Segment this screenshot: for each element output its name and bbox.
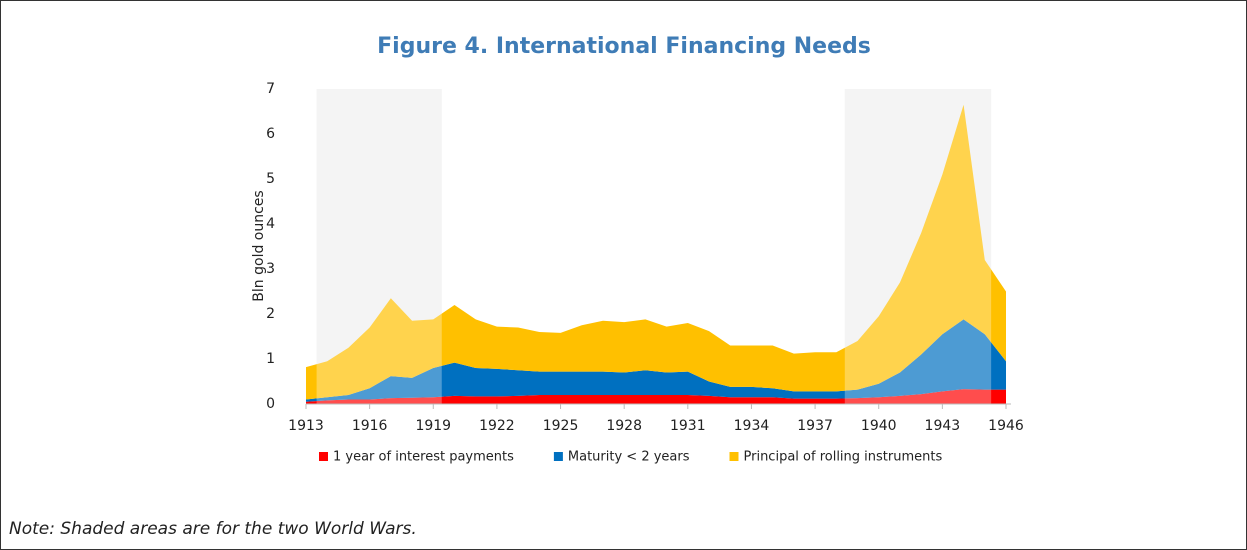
x-tick-label: 1922 xyxy=(479,418,515,434)
y-axis-label: Bln gold ounces xyxy=(251,190,267,301)
shaded-overlay xyxy=(316,89,442,404)
y-tick-label: 6 xyxy=(266,126,275,142)
legend-label: Principal of rolling instruments xyxy=(744,450,943,465)
x-tick-label: 1916 xyxy=(352,418,388,434)
x-tick-label: 1919 xyxy=(415,418,451,434)
legend-swatch xyxy=(553,452,563,461)
x-tick-label: 1925 xyxy=(543,418,579,434)
area xyxy=(306,319,1006,402)
y-tick-label: 2 xyxy=(266,306,275,322)
legend-label: Maturity < 2 years xyxy=(568,450,690,465)
x-tick-label: 1928 xyxy=(606,418,642,434)
x-tick-label: 1940 xyxy=(861,418,897,434)
legend-swatch xyxy=(319,452,328,461)
x-tick-label: 1943 xyxy=(925,418,961,434)
area xyxy=(306,389,1006,404)
shaded-overlay xyxy=(844,89,992,404)
legend-swatch xyxy=(729,452,739,461)
chart-title: Figure 4. International Financing Needs xyxy=(377,34,871,59)
legend-label: 1 year of interest payments xyxy=(333,450,514,465)
y-tick-label: 7 xyxy=(266,81,275,97)
y-tick-label: 0 xyxy=(266,396,275,412)
x-tick-label: 1934 xyxy=(734,418,770,434)
x-tick-label: 1937 xyxy=(797,418,833,434)
y-tick-label: 5 xyxy=(266,171,275,187)
y-tick-label: 1 xyxy=(266,351,275,367)
note: Note: Shaded areas are for the two World… xyxy=(9,519,417,539)
x-tick-label: 1913 xyxy=(288,418,324,434)
area xyxy=(306,104,1006,400)
y-tick-label: 4 xyxy=(266,216,275,232)
y-tick-label: 3 xyxy=(266,261,275,277)
x-tick-label: 1931 xyxy=(670,418,706,434)
x-tick-label: 1946 xyxy=(988,418,1024,434)
